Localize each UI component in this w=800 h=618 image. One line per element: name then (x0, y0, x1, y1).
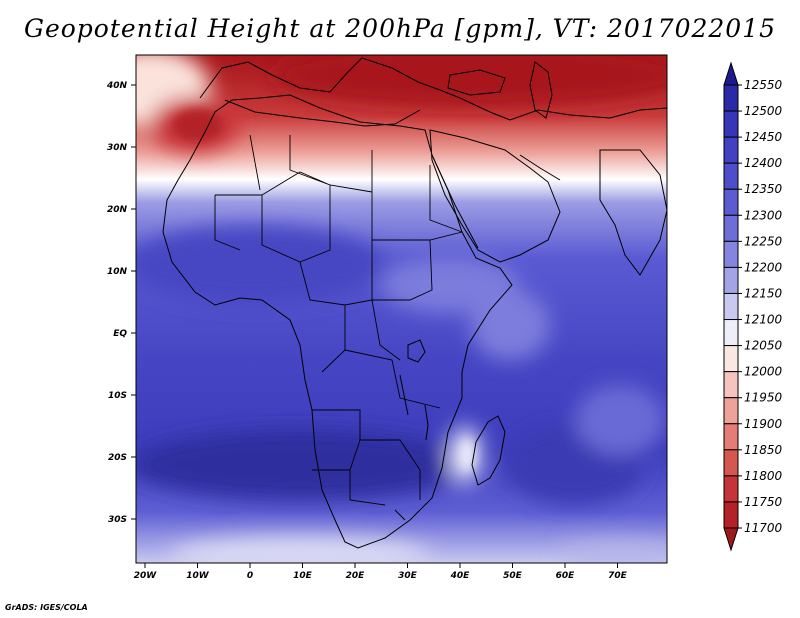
lake-victoria (407, 339, 426, 363)
colorbar-bottom-arrow (723, 527, 739, 552)
persian-gulf (519, 154, 561, 181)
grads-credit: GrADS: IGES/COLA (5, 603, 88, 612)
colorbar-tick-label: 12150 (744, 286, 783, 300)
lon-tick-label: 70E (608, 571, 628, 581)
lat-tick-label: 30S (108, 515, 127, 525)
plot-frame (135, 54, 668, 564)
lat-tick-label: 20S (108, 453, 127, 463)
colorbar-tick-label: 12250 (744, 234, 783, 248)
height-field (136, 55, 667, 563)
lat-tick-label: EQ (113, 329, 127, 339)
colorbar-top-arrow (723, 61, 739, 86)
colorbar-tick-label: 11700 (744, 521, 783, 535)
colorbar-tick-label: 11950 (744, 391, 783, 405)
colorbar-swatch (723, 188, 739, 216)
colorbar-tick-label: 12300 (744, 208, 783, 222)
madagascar-coastline (471, 415, 506, 486)
colorbar-swatch (723, 397, 739, 425)
colorbar-tick-label: 11850 (744, 443, 783, 457)
colorbar-swatch (723, 240, 739, 268)
lon-tick-label: 10E (293, 571, 313, 581)
lat-tick-label: 30N (107, 143, 128, 153)
colorbar-swatch (723, 214, 739, 242)
india-coastline (599, 149, 667, 276)
colorbar-swatch (723, 266, 739, 294)
chart-title: Geopotential Height at 200hPa [gpm], VT:… (23, 14, 777, 43)
mediterranean-coast (224, 99, 421, 127)
colorbar-swatch (723, 136, 739, 164)
colorbar-swatch (723, 110, 739, 138)
caspian-sea (529, 61, 553, 119)
colorbar-swatch (723, 345, 739, 373)
colorbar-swatch (723, 319, 739, 347)
colorbar-tick-label: 11900 (744, 417, 783, 431)
country-borders (214, 134, 463, 521)
colorbar-tick-label: 11800 (744, 469, 783, 483)
black-sea (447, 69, 506, 96)
colorbar: 12550 12500 12450 12400 12350 12300 12250 12200… (723, 61, 783, 552)
colorbar-tick-label: 12000 (744, 365, 783, 379)
lon-axis: 20W 10W 0 10E 20E 30E 40E 50E 60E 70E (134, 563, 628, 581)
red-sea (431, 154, 479, 249)
colorbar-swatch (723, 371, 739, 399)
europe-coastline (199, 57, 667, 121)
lat-tick-label: 20N (107, 205, 128, 215)
lat-tick-label: 40N (106, 81, 128, 91)
lat-axis: 40N 30N 20N 10N EQ 10S 20S 30S (106, 81, 136, 525)
lat-tick-label: 10N (107, 267, 128, 277)
colorbar-tick-label: 12400 (744, 156, 783, 170)
colorbar-swatch (723, 475, 739, 503)
lon-tick-label: 60E (556, 571, 576, 581)
colorbar-swatch (723, 423, 739, 451)
colorbar-swatch (723, 449, 739, 477)
colorbar-swatch (723, 84, 739, 112)
lon-tick-label: 10W (186, 571, 210, 581)
colorbar-tick-label: 12050 (744, 339, 783, 353)
africa-coastline (162, 94, 513, 549)
lake-malawi (424, 404, 429, 441)
lon-tick-label: 20E (346, 571, 366, 581)
colorbar-tick-label: 12100 (744, 313, 783, 327)
colorbar-tick-label: 12350 (744, 182, 783, 196)
lon-tick-label: 40E (450, 571, 471, 581)
lon-tick-label: 20W (134, 571, 158, 581)
lake-tanganyika (399, 374, 409, 416)
lon-tick-label: 0 (247, 571, 253, 581)
lon-tick-label: 30E (398, 571, 418, 581)
colorbar-tick-label: 12550 (744, 78, 783, 92)
arabian-peninsula (429, 129, 561, 263)
colorbar-tick-label: 12450 (744, 130, 783, 144)
colorbar-swatch (723, 162, 739, 190)
colorbar-swatch (723, 501, 739, 529)
lat-tick-label: 10S (108, 391, 127, 401)
colorbar-swatch (723, 292, 739, 321)
map-outlines (162, 57, 667, 549)
colorbar-tick-label: 12500 (744, 104, 783, 118)
lon-tick-label: 50E (503, 571, 523, 581)
colorbar-tick-label: 12200 (744, 260, 783, 274)
colorbar-tick-label: 11750 (744, 495, 783, 509)
